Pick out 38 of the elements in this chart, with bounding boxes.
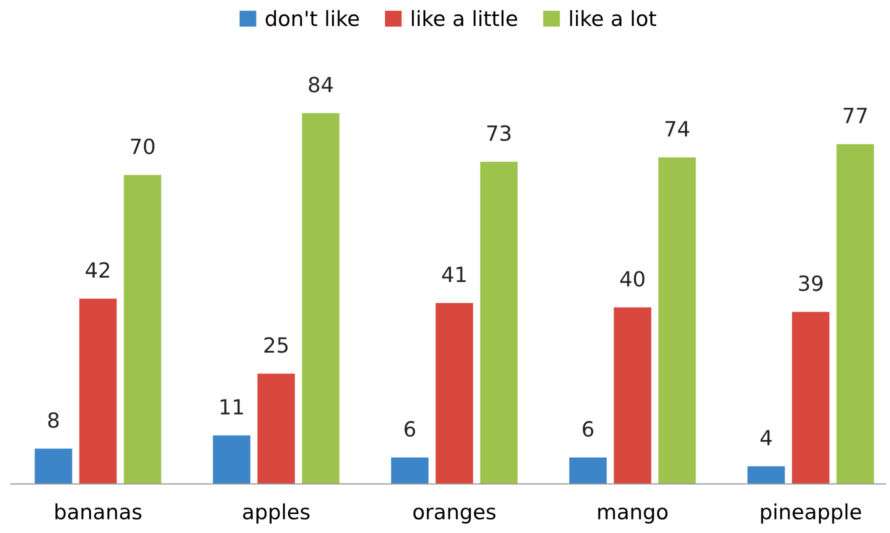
bar [836,144,874,484]
data-label: 40 [620,270,644,287]
x-tick-label: pineapple [761,503,862,524]
legend-label: don't like [266,10,359,26]
bar [792,312,830,484]
bar [480,162,518,484]
data-label: 8 [48,412,59,428]
data-label: 4 [760,430,772,446]
data-label: 6 [404,421,416,437]
data-label: 6 [582,421,594,437]
bar [436,302,474,484]
x-tick-label: mango [598,508,668,524]
bar [614,307,652,484]
bar [658,157,696,484]
data-label: 11 [220,399,243,414]
data-label: 42 [86,262,110,278]
data-label: 73 [487,125,510,142]
bar [569,457,607,484]
data-label: 77 [844,108,867,124]
legend-label: like a little [412,10,518,26]
data-label: 41 [442,266,466,282]
x-tick-label: bananas [55,503,142,520]
bar [79,298,117,484]
data-label: 70 [130,138,154,154]
data-label: 84 [308,76,333,92]
bar [124,174,162,484]
x-tick-label: apples [243,503,310,524]
legend-label: like a lot [570,10,656,26]
bar [747,466,785,484]
data-label: 74 [666,121,690,136]
bar [302,113,340,484]
x-tick-label: oranges [413,508,496,524]
bar [34,448,72,484]
bar [257,374,295,484]
bar [212,435,250,484]
bar [391,457,429,484]
data-label: 39 [799,275,823,292]
data-label: 25 [264,337,288,353]
